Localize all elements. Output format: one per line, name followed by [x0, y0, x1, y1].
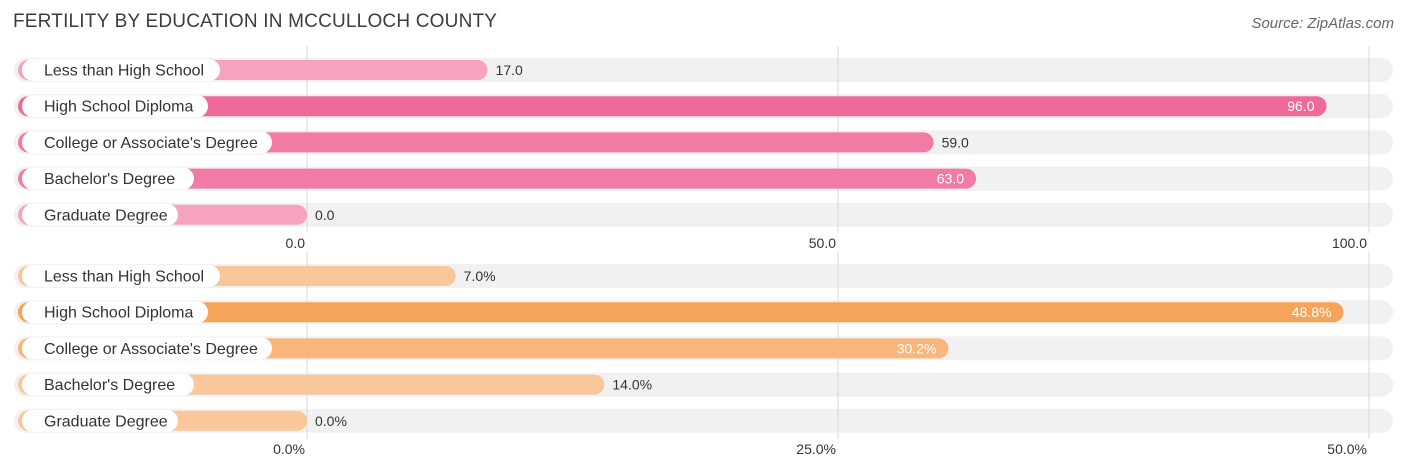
value-label: 63.0: [937, 171, 964, 187]
category-label: High School Diploma: [44, 99, 194, 116]
tick-label: 0.0: [286, 235, 306, 251]
source-credit: Source: ZipAtlas.com: [1251, 15, 1394, 32]
category-label: Less than High School: [44, 269, 204, 286]
category-label-background: [22, 59, 220, 81]
value-label: 96.0: [1287, 98, 1314, 114]
bar-track: [14, 202, 1393, 227]
value-label: 14.0%: [612, 377, 652, 393]
category-label: Bachelor's Degree: [44, 377, 175, 394]
value-label: 30.2%: [897, 340, 937, 356]
tick-label: 25.0%: [796, 441, 836, 457]
chart-panel-2: Less than High School 7.0% High School Dip…: [14, 252, 1393, 457]
bar: [18, 96, 1327, 117]
category-label-background: [22, 337, 272, 360]
tick-label: 50.0%: [1327, 441, 1367, 457]
category-label: High School Diploma: [44, 305, 194, 322]
category-label-background: [22, 373, 194, 396]
category-label-background: [22, 131, 272, 154]
tick-label: 50.0: [809, 235, 836, 251]
category-label: Graduate Degree: [44, 413, 168, 430]
tick-label: 0.0%: [273, 441, 305, 457]
value-label: 0.0: [315, 207, 335, 223]
value-label: 0.0%: [315, 413, 347, 429]
value-label: 59.0: [942, 134, 969, 150]
bar: [18, 168, 977, 189]
chart-title: FERTILITY BY EDUCATION IN MCCULLOCH COUN…: [13, 11, 498, 32]
category-label-background: [22, 265, 220, 287]
category-label-background: [22, 409, 178, 432]
tick-label: 100.0: [1332, 235, 1367, 251]
category-label: College or Associate's Degree: [44, 341, 258, 358]
category-label-background: [22, 203, 178, 226]
category-label: Graduate Degree: [44, 207, 168, 224]
category-label-background: [22, 95, 208, 118]
category-label: Bachelor's Degree: [44, 171, 175, 188]
category-label: Less than High School: [44, 63, 204, 80]
category-label-background: [22, 167, 194, 190]
bar: [18, 302, 1344, 323]
bar-track: [14, 408, 1393, 433]
value-label: 48.8%: [1292, 304, 1332, 320]
category-label-background: [22, 301, 208, 324]
chart-panel-1: Less than High School 17.0 High School Dip…: [14, 46, 1393, 251]
value-label: 17.0: [496, 62, 523, 78]
category-label: College or Associate's Degree: [44, 135, 258, 152]
value-label: 7.0%: [464, 268, 496, 284]
